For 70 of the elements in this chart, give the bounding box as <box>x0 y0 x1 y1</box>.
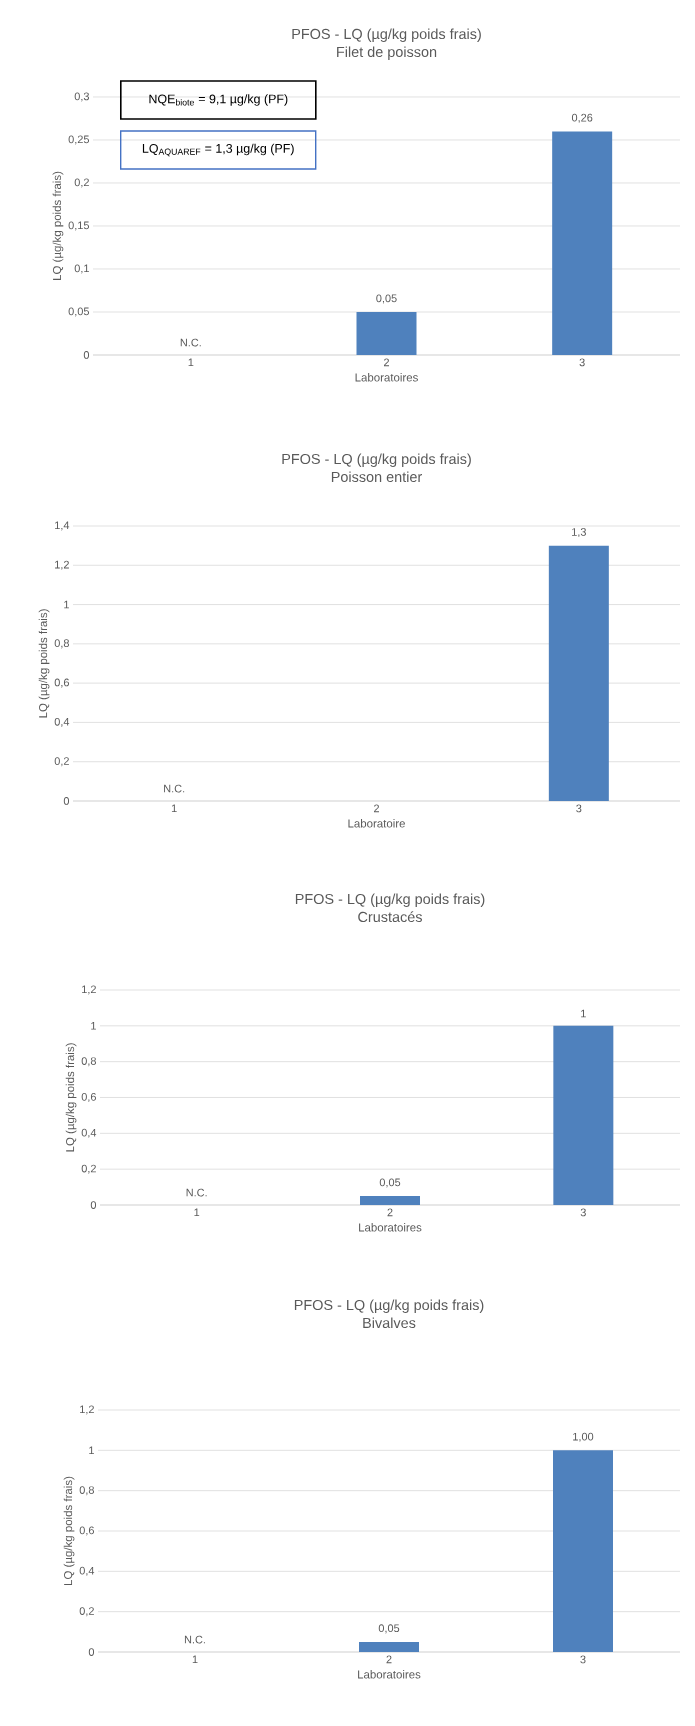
x-tick-label: 1 <box>188 358 194 367</box>
chart-title: PFOS - LQ (µg/kg poids frais) <box>282 453 471 467</box>
y-tick-label: 0 <box>90 1201 97 1209</box>
y-tick-label: 0,15 <box>68 221 90 231</box>
x-axis-title: Laboratoires <box>359 1223 422 1232</box>
y-tick-label: 0,3 <box>74 92 89 102</box>
y-tick-label: 0 <box>88 1648 95 1656</box>
data-label: 0,05 <box>378 1624 400 1634</box>
x-tick-label: 2 <box>384 358 389 367</box>
text: N.C. <box>180 338 201 347</box>
chart-subtitle: Poisson entier <box>331 471 423 483</box>
y-axis-title: LQ (µg/kg poids frais) <box>63 1476 75 1585</box>
y-tick-label: 0,2 <box>74 178 89 188</box>
y-tick-label: 0,2 <box>79 1607 94 1617</box>
y-tick-label: 0,8 <box>79 1486 94 1496</box>
x-axis-title: Laboratoires <box>358 1670 421 1679</box>
x-tick-label: 3 <box>580 1655 586 1664</box>
annotation: LQ$_{AQUAREF}$ = 1,3 µg/kg (PF) <box>142 143 294 157</box>
chart-subtitle: Filet de poisson <box>337 46 437 60</box>
y-tick-label: 0,4 <box>54 717 70 727</box>
y-axis-title: LQ (µg/kg poids frais) <box>65 1043 77 1152</box>
y-tick-label: 0,4 <box>81 1128 97 1138</box>
chart-title: PFOS - LQ (µg/kg poids frais) <box>294 1299 484 1313</box>
y-tick-label: 0,8 <box>81 1057 96 1067</box>
y-tick-label: 0,05 <box>68 307 90 317</box>
y-tick-label: 1 <box>64 600 69 609</box>
y-tick-label: 1,2 <box>82 985 96 995</box>
y-tick-label: 0 <box>63 797 70 805</box>
y-tick-label: 0,2 <box>54 757 69 767</box>
x-axis-title: Laboratoires <box>355 373 418 382</box>
chart-subtitle: Bivalves <box>363 1317 416 1329</box>
x-tick-label: 1 <box>192 1655 198 1664</box>
chart-title: PFOS - LQ (µg/kg poids frais) <box>292 28 481 42</box>
chart-subtitle: Crustacés <box>358 911 422 923</box>
y-tick-label: 0,6 <box>79 1526 94 1536</box>
y-tick-label: 0,4 <box>79 1566 95 1576</box>
y-tick-label: 0,2 <box>81 1164 96 1174</box>
annotation: NQE$_{biote}$ = 9,1 µg/kg (PF) <box>149 94 288 106</box>
y-tick-label: 1 <box>91 1022 96 1030</box>
x-tick-label: 3 <box>579 358 585 367</box>
text: N.C. <box>164 784 185 793</box>
data-label: 1,3 <box>572 528 586 538</box>
x-tick-label: 3 <box>580 1208 586 1217</box>
y-tick-label: 1 <box>89 1446 94 1455</box>
y-tick-label: 0,6 <box>81 1092 96 1103</box>
x-tick-label: 1 <box>171 804 177 813</box>
y-tick-label: 0,25 <box>68 135 90 145</box>
y-tick-label: 1,4 <box>55 521 70 531</box>
data-label: 0,26 <box>571 113 593 123</box>
text: N.C. <box>184 1635 205 1644</box>
x-axis-title: Laboratoire <box>348 819 405 828</box>
x-tick-label: 2 <box>387 1208 393 1217</box>
y-tick-label: 1,2 <box>55 560 69 570</box>
data-label: 0,05 <box>376 294 397 304</box>
y-tick-label: 0,8 <box>54 639 69 649</box>
x-tick-label: 1 <box>194 1208 200 1217</box>
y-tick-label: 0,6 <box>54 678 69 688</box>
chart-title: PFOS - LQ (µg/kg poids frais) <box>295 893 485 907</box>
y-tick-label: 1,2 <box>80 1405 94 1415</box>
x-tick-label: 2 <box>374 804 379 813</box>
text: N.C. <box>186 1188 207 1197</box>
y-tick-label: 0,1 <box>74 264 89 274</box>
data-label: 0,05 <box>379 1178 401 1188</box>
y-tick-label: 0 <box>83 351 90 359</box>
data-label: 1,00 <box>573 1432 594 1442</box>
data-label: 1 <box>581 1009 586 1018</box>
y-axis-title: LQ (µg/kg poids frais) <box>52 171 64 280</box>
x-tick-label: 3 <box>576 804 582 813</box>
y-axis-title: LQ (µg/kg poids frais) <box>38 609 50 718</box>
x-tick-label: 2 <box>386 1655 392 1664</box>
